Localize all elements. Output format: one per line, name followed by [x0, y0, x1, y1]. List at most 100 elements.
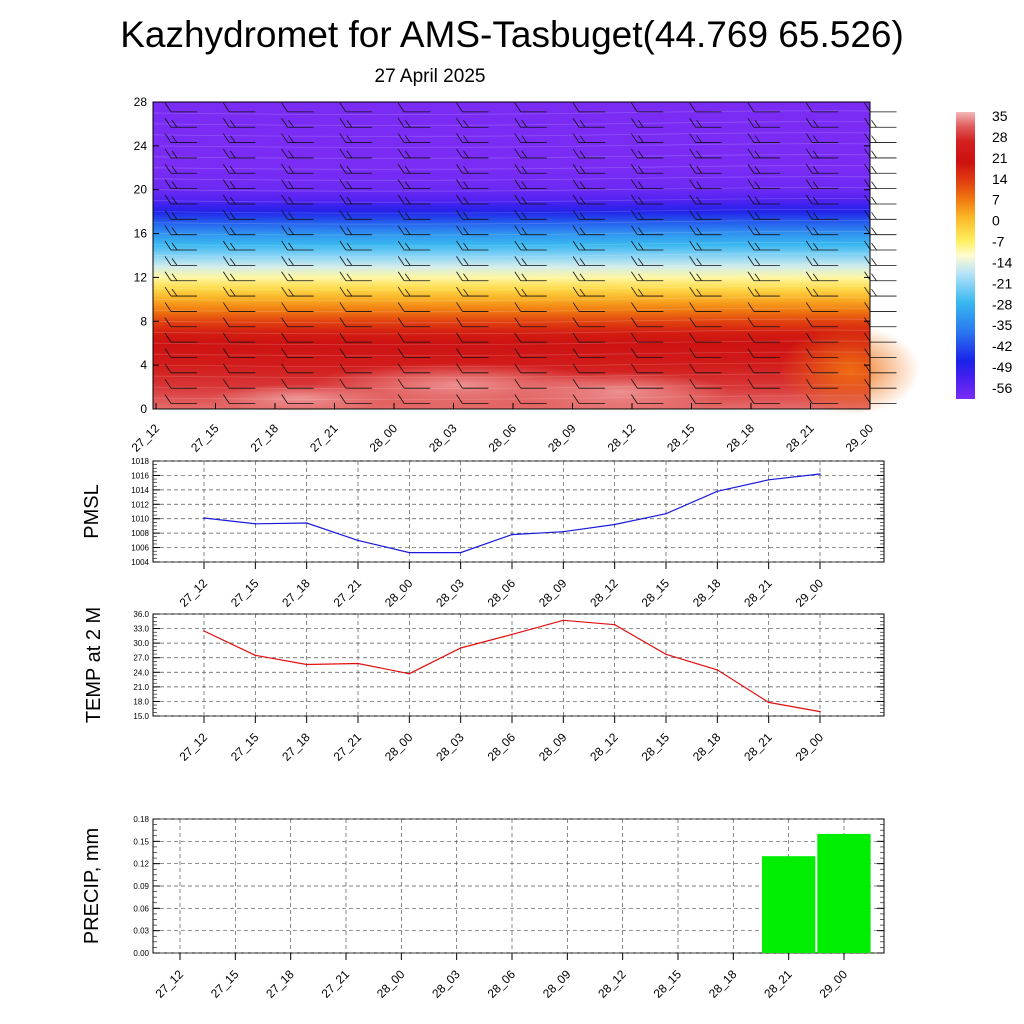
barb-flag [456, 117, 463, 128]
wind-barb [689, 210, 722, 220]
barb-flag [871, 212, 877, 220]
barb-flag [397, 117, 405, 128]
data-point [767, 478, 770, 481]
wind-barb [514, 164, 547, 174]
barb-flag [514, 363, 522, 374]
barb-flag [346, 119, 353, 128]
wind-barb [572, 363, 606, 374]
barb-flag [689, 302, 696, 312]
barb-flag [397, 317, 405, 327]
wind-barb [397, 240, 431, 251]
x-tick-label: 28_12 [587, 730, 621, 764]
barb-flag [631, 225, 638, 235]
barb-flag [638, 212, 644, 220]
wind-barb [514, 240, 547, 251]
wind-barb [281, 225, 314, 236]
wind-barb [456, 164, 489, 174]
data-point [716, 490, 719, 493]
barb-flag [631, 102, 638, 113]
wind-barb [747, 194, 780, 205]
barb-flag [404, 135, 411, 143]
barb-flag [754, 227, 761, 235]
barb-flag [521, 242, 528, 251]
wind-barb [747, 256, 780, 266]
barb-flag [171, 288, 178, 297]
barb-flag [397, 102, 405, 113]
barb-flag [579, 288, 586, 297]
barb-flag [572, 332, 580, 343]
barb-flag [871, 258, 877, 266]
barb-flag [164, 148, 172, 159]
x-tick-label: 27_15 [208, 967, 242, 1001]
wind-barb [805, 286, 839, 297]
barb-flag [572, 102, 580, 113]
wind-barb [631, 378, 664, 389]
barb-flag [572, 256, 580, 266]
precip-panel: 0.00 0.03 0.06 0.09 0.12 0.15 0.18 27_12 27_15 27… [81, 815, 885, 1001]
barb-flag [871, 150, 877, 159]
wind-barb [281, 256, 314, 266]
data-point [716, 669, 719, 671]
wind-barb [222, 317, 256, 328]
barb-flag [281, 210, 288, 220]
wind-barb [339, 394, 372, 404]
colorbar-label: 35 [992, 108, 1008, 124]
barb-flag [222, 302, 230, 312]
wind-barb [339, 317, 372, 328]
barb-flag [747, 363, 755, 374]
barb-flag [281, 394, 288, 404]
barb-flag [805, 394, 813, 404]
barb-flag [456, 271, 463, 281]
barb-flag [463, 166, 469, 174]
barb-flag [463, 135, 469, 143]
wind-barb [631, 348, 664, 358]
y-tick-label: 8 [140, 314, 147, 328]
wind-barb [689, 363, 722, 374]
barb-flag [514, 179, 522, 189]
wind-barb [397, 164, 431, 174]
wind-barb [747, 394, 780, 404]
barb-flag [689, 225, 696, 235]
barb-flag [229, 181, 236, 189]
barb-flag [521, 166, 528, 174]
wind-barb [397, 317, 431, 328]
barb-flag [288, 288, 294, 297]
x-tick-label: 27_15 [228, 730, 262, 764]
barb-flag [514, 286, 522, 297]
barb-flag [638, 227, 644, 235]
barb-flag [631, 332, 638, 343]
barb-flag [747, 133, 755, 143]
barb-flag [572, 240, 580, 251]
barb-flag [281, 332, 288, 343]
data-point [254, 654, 257, 657]
barb-flag [397, 179, 405, 189]
barb-flag [521, 212, 528, 220]
wind-barb [281, 148, 314, 159]
barb-flag [747, 271, 755, 281]
wind-barb [222, 348, 256, 358]
barb-flag [288, 273, 294, 281]
isotherm-contour [152, 187, 871, 192]
barb-flag [805, 133, 813, 143]
barb-flag [696, 288, 702, 297]
barb-flag [572, 286, 580, 297]
barb-flag [514, 210, 522, 220]
barb-flag [404, 242, 411, 251]
wind-barb [514, 102, 547, 113]
barb-flag [514, 117, 522, 128]
wind-barb [631, 271, 664, 282]
barb-flag [404, 181, 411, 189]
wind-barb [164, 102, 197, 113]
barb-flag [222, 164, 230, 174]
pmsl-panel: 1004 1006 1008 1010 1012 1014 1016 1018 27_12 27_… [81, 457, 885, 610]
barb-flag [346, 135, 353, 143]
barb-flag [572, 271, 580, 281]
y-tick-label: 20 [134, 183, 148, 197]
wind-barb [339, 179, 372, 190]
barb-flag [339, 332, 347, 343]
wind-barb [572, 164, 606, 174]
barb-flag [631, 179, 638, 189]
isotherm-contour [152, 241, 871, 247]
barb-flag [281, 317, 288, 327]
colorbar-label: -28 [992, 296, 1012, 312]
